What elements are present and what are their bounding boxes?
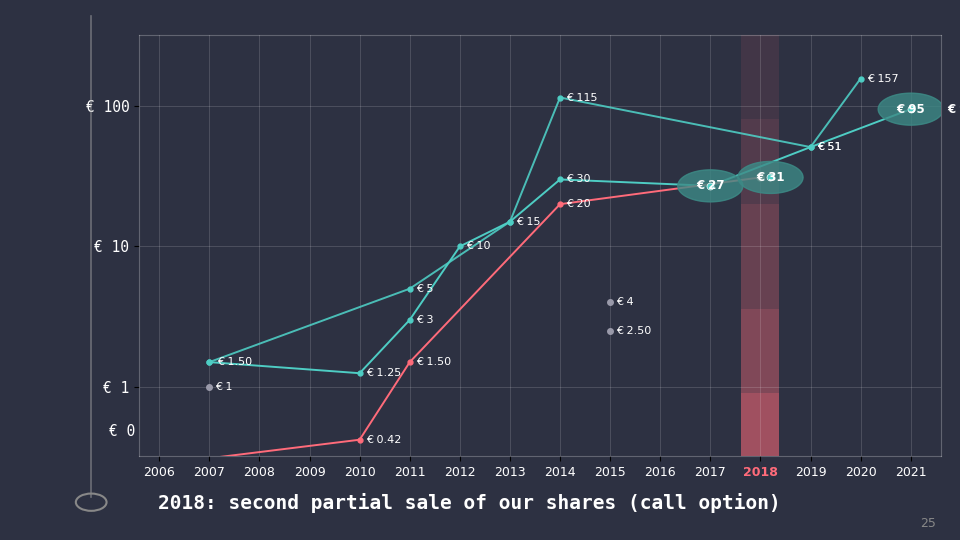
Text: € 30: € 30: [566, 174, 590, 185]
Polygon shape: [738, 161, 803, 193]
Text: € 1: € 1: [215, 382, 233, 392]
Text: € 1.50: € 1.50: [217, 357, 252, 367]
Text: € 95: € 95: [897, 103, 925, 116]
Text: € 31: € 31: [756, 171, 784, 184]
Text: € 51: € 51: [817, 142, 841, 152]
Text: € 157: € 157: [867, 73, 899, 84]
Text: € 0.42: € 0.42: [366, 435, 401, 445]
Polygon shape: [878, 93, 944, 125]
Text: € 1.50: € 1.50: [416, 357, 451, 367]
Text: € 3: € 3: [416, 315, 433, 325]
Text: € 27: € 27: [696, 179, 725, 192]
Bar: [741, 119, 780, 204]
Text: € 5: € 5: [416, 284, 433, 294]
Bar: [741, 204, 780, 309]
Text: € 0: € 0: [108, 424, 135, 440]
Bar: [741, 309, 780, 393]
Text: € 15: € 15: [516, 217, 540, 227]
Text: € 10: € 10: [466, 241, 491, 252]
Text: € 115: € 115: [566, 92, 597, 103]
Text: € 20: € 20: [566, 199, 590, 209]
Text: € 1.25: € 1.25: [366, 368, 401, 378]
Bar: [741, 35, 780, 119]
Text: 25: 25: [920, 517, 936, 530]
Polygon shape: [678, 170, 743, 202]
Text: € 2.50: € 2.50: [616, 326, 652, 336]
Text: € 51: € 51: [817, 142, 841, 152]
Text: 2018: second partial sale of our shares (call option): 2018: second partial sale of our shares …: [158, 493, 781, 514]
Bar: [741, 393, 780, 456]
Text: € 95: € 95: [947, 103, 960, 116]
Text: € 4: € 4: [616, 298, 634, 307]
